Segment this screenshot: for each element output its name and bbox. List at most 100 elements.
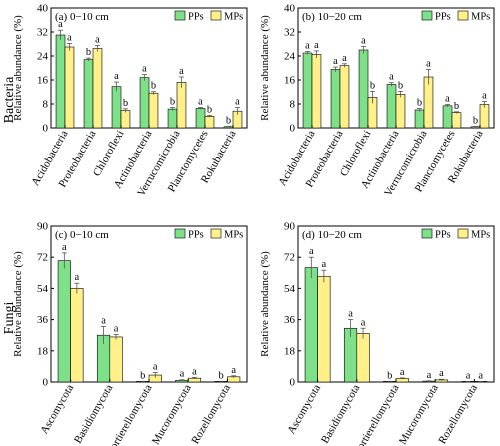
significance-letter: a bbox=[58, 19, 63, 30]
significance-letter: a bbox=[400, 367, 405, 378]
bar-mps-actinobacteria bbox=[395, 94, 406, 129]
significance-letter: a bbox=[114, 323, 119, 334]
legend-label-pps: PPs bbox=[435, 230, 451, 241]
legend-swatch-mps bbox=[210, 10, 222, 21]
significance-letter: a bbox=[426, 59, 431, 70]
panel-a-chart: 0 8 16 24 32 40 Relative abundance (%) (a) 0−10… bbox=[12, 3, 248, 199]
legend-label-pps: PPs bbox=[188, 230, 204, 241]
significance-letter: a bbox=[231, 365, 236, 376]
significance-letter: a bbox=[75, 272, 80, 283]
panel-b-chart: 0 8 16 24 32 40 Relative abundance (%) (b) 10−2… bbox=[259, 3, 495, 199]
x-category-label: Ascomycota bbox=[38, 382, 76, 436]
bar-mps-rokubacteria bbox=[479, 104, 490, 129]
legend-swatch-pps bbox=[174, 10, 186, 21]
legend-swatch-mps bbox=[457, 10, 469, 21]
bar-pps-proteobacteria bbox=[83, 59, 94, 129]
x-category-label: Rozellomycota bbox=[436, 382, 480, 446]
bar-mps-proteobacteria bbox=[339, 65, 350, 129]
significance-letter: a bbox=[361, 317, 366, 328]
bar-mps-chloroflexi bbox=[120, 110, 131, 129]
significance-letter: a bbox=[114, 71, 119, 82]
significance-letter: b bbox=[123, 98, 128, 109]
significance-letter: a bbox=[314, 40, 319, 51]
bar-mps-acidobacteria bbox=[64, 46, 75, 129]
significance-letter: a bbox=[466, 371, 471, 382]
y-tick-label: 54 bbox=[284, 283, 296, 295]
legend-swatch-pps bbox=[421, 228, 433, 239]
x-category-label: Mucoromycota bbox=[397, 382, 441, 446]
legend-label-mps: MPs bbox=[471, 12, 490, 23]
significance-letter: a bbox=[309, 246, 314, 257]
bar-pps-planctomycetes bbox=[195, 108, 206, 129]
y-axis-label: Relative abundance (%) bbox=[259, 251, 271, 357]
y-tick-label: 32 bbox=[37, 27, 48, 39]
significance-letter: a bbox=[153, 361, 158, 372]
significance-letter: b bbox=[387, 370, 392, 381]
significance-letter: a bbox=[482, 91, 487, 102]
significance-letter: a bbox=[342, 53, 347, 64]
legend-swatch-pps bbox=[174, 228, 186, 239]
significance-letter: b bbox=[170, 97, 175, 108]
significance-letter: b bbox=[219, 370, 224, 381]
y-tick-label: 40 bbox=[284, 3, 296, 15]
y-axis-label: Relative abundance (%) bbox=[12, 251, 24, 357]
significance-letter: a bbox=[427, 370, 432, 381]
significance-letter: a bbox=[235, 97, 240, 108]
bar-pps-chloroflexi bbox=[111, 86, 122, 129]
x-category-label: Basidiomycota bbox=[72, 382, 115, 445]
bar-mps-ascomycota bbox=[70, 288, 84, 383]
bar-mps-basidiomycota bbox=[109, 336, 123, 383]
row-label-bacteria: Bacteria bbox=[2, 76, 17, 123]
y-tick-label: 90 bbox=[284, 221, 296, 233]
y-tick-label: 36 bbox=[284, 314, 296, 326]
significance-letter: b bbox=[473, 116, 478, 127]
bar-pps-acidobacteria bbox=[55, 34, 66, 129]
panel-label: (b) 10−20 cm bbox=[302, 11, 362, 23]
bar-mps-planctomycetes bbox=[451, 112, 462, 129]
y-tick-label: 72 bbox=[37, 252, 48, 264]
significance-letter: a bbox=[348, 309, 353, 320]
y-tick-label: 18 bbox=[284, 345, 296, 357]
bar-mps-verrucomicrobia bbox=[423, 76, 434, 129]
legend-swatch-pps bbox=[421, 10, 433, 21]
y-tick-label: 54 bbox=[37, 283, 49, 295]
y-tick-label: 8 bbox=[43, 99, 49, 111]
significance-letter: a bbox=[142, 64, 147, 75]
y-tick-label: 90 bbox=[37, 221, 49, 233]
significance-letter: a bbox=[179, 66, 184, 77]
significance-letter: a bbox=[101, 316, 106, 327]
panel-label: (d) 10−20 cm bbox=[302, 229, 362, 241]
bar-mps-acidobacteria bbox=[311, 54, 322, 129]
bar-pps-proteobacteria bbox=[330, 69, 341, 129]
y-tick-label: 0 bbox=[290, 123, 296, 135]
bar-mps-proteobacteria bbox=[92, 48, 103, 129]
significance-letter: a bbox=[439, 368, 444, 379]
y-tick-label: 8 bbox=[290, 99, 296, 111]
significance-letter: a bbox=[67, 32, 72, 43]
legend-label-pps: PPs bbox=[435, 12, 451, 23]
legend-swatch-mps bbox=[210, 228, 222, 239]
panel-c-chart: 0 18 36 54 72 90 Relative abundance (%) (c) 0−1… bbox=[12, 221, 248, 446]
significance-letter: a bbox=[322, 259, 327, 270]
bar-mps-planctomycetes bbox=[204, 116, 215, 129]
x-category-label: Ascomycota bbox=[285, 382, 323, 436]
legend-label-mps: MPs bbox=[224, 230, 243, 241]
panel-label: (a) 0−10 cm bbox=[55, 11, 109, 23]
significance-letter: a bbox=[478, 370, 483, 381]
significance-letter: a bbox=[180, 369, 185, 380]
bar-pps-actinobacteria bbox=[386, 84, 397, 129]
significance-letter: b bbox=[417, 98, 422, 109]
significance-letter: b bbox=[226, 116, 231, 127]
y-tick-label: 32 bbox=[284, 27, 295, 39]
legend-label-pps: PPs bbox=[188, 12, 204, 23]
significance-letter: a bbox=[198, 97, 203, 108]
bar-pps-ascomycota bbox=[57, 260, 71, 383]
bar-pps-verrucomicrobia bbox=[167, 108, 178, 129]
y-tick-label: 72 bbox=[284, 252, 295, 264]
significance-letter: a bbox=[62, 242, 67, 253]
y-tick-label: 40 bbox=[37, 3, 49, 15]
bar-mps-basidiomycota bbox=[356, 333, 370, 383]
y-tick-label: 16 bbox=[284, 75, 296, 87]
bar-pps-actinobacteria bbox=[139, 77, 150, 129]
